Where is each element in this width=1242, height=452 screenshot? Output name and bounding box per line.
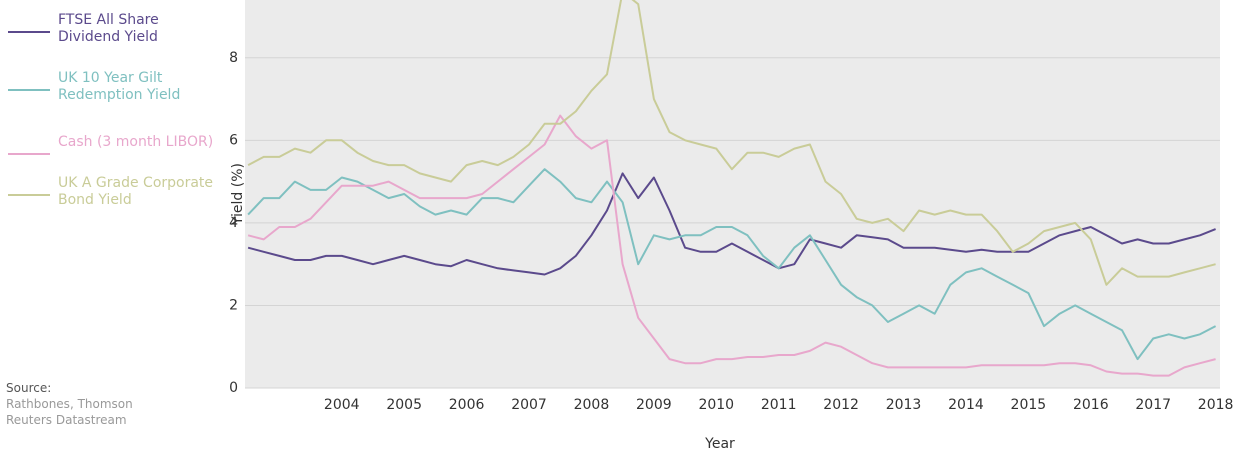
x-tick-label: 2004 <box>324 397 360 413</box>
y-tick-label: 2 <box>229 297 238 313</box>
x-tick-label: 2018 <box>1198 397 1234 413</box>
x-tick-label: 2013 <box>886 397 922 413</box>
legend-label: Cash (3 month LIBOR) <box>58 134 214 150</box>
x-tick-label: 2014 <box>948 397 984 413</box>
x-axis-label: Year <box>704 436 735 452</box>
x-tick-label: 2011 <box>761 397 797 413</box>
series-line <box>247 114 1216 377</box>
x-tick-label: 2012 <box>823 397 859 413</box>
series-line <box>247 168 1217 361</box>
y-tick-label: 4 <box>229 215 238 231</box>
y-tick-label: 6 <box>229 132 238 148</box>
y-tick-label: 0 <box>229 380 238 396</box>
plot-lines <box>247 0 1217 377</box>
source: Source: Rathbones, Thomson Reuters Datas… <box>6 380 176 428</box>
legend-label: UK 10 Year Gilt Redemption Yield <box>58 70 181 103</box>
legend-label: UK A Grade Corporate Bond Yield <box>58 175 214 208</box>
series-line <box>247 0 1216 286</box>
source-label: Source: <box>6 381 52 395</box>
x-tick-label: 2005 <box>386 397 422 413</box>
x-tick-label: 2017 <box>1135 397 1171 413</box>
y-tick-label: 8 <box>229 50 238 66</box>
y-axis-label: Yield (%) <box>230 163 246 226</box>
legend-label: FTSE All Share Dividend Yield <box>58 12 159 45</box>
x-tick-label: 2016 <box>1073 397 1109 413</box>
source-text: Rathbones, Thomson Reuters Datastream <box>6 397 133 427</box>
x-tick-label: 2007 <box>511 397 547 413</box>
x-tick-label: 2006 <box>449 397 485 413</box>
x-tick-label: 2008 <box>574 397 610 413</box>
series-line <box>247 172 1216 276</box>
x-tick-label: 2015 <box>1011 397 1047 413</box>
x-tick-label: 2009 <box>636 397 672 413</box>
plot-background <box>245 0 1220 388</box>
x-tick-label: 2010 <box>698 397 734 413</box>
